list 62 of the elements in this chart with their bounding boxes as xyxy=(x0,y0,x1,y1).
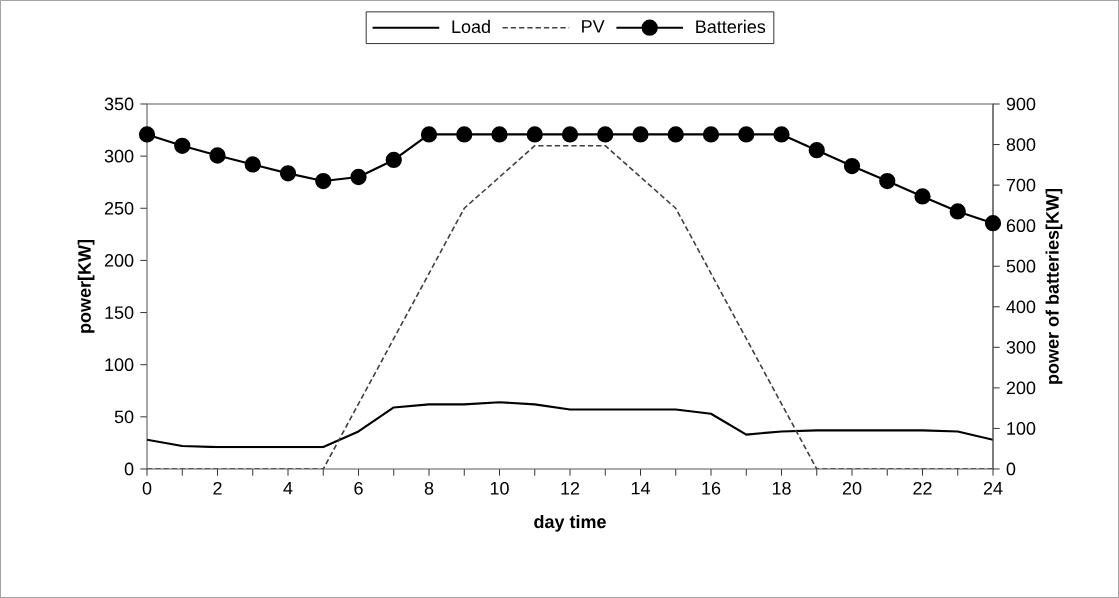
y-tick-label: 0 xyxy=(124,462,134,476)
point xyxy=(526,126,543,143)
legend-label: PV xyxy=(582,20,605,33)
y-tick-label: 50 xyxy=(114,410,134,424)
point xyxy=(773,126,790,143)
point xyxy=(456,126,473,143)
point xyxy=(879,172,896,190)
y-tick-label: 300 xyxy=(104,149,134,163)
x-tick-label: 2 xyxy=(213,481,222,495)
x-tick-label: 14 xyxy=(631,481,650,495)
point xyxy=(491,126,508,143)
y-tick-label: 200 xyxy=(104,254,134,267)
y2-tick-label: 900 xyxy=(1006,97,1036,111)
legend-label: Load xyxy=(452,19,490,34)
point xyxy=(808,142,825,159)
point xyxy=(315,172,332,190)
y2-tick-label: 300 xyxy=(1006,340,1036,354)
legend-label: Batteries xyxy=(696,19,766,34)
y2-axis-title: power of batteries[KW] xyxy=(1045,189,1063,384)
x-tick-label: 22 xyxy=(913,481,932,495)
y2-tick-label: 0 xyxy=(1006,462,1016,476)
y-tick-label: 350 xyxy=(104,97,134,111)
y-tick-label: 100 xyxy=(105,358,134,372)
point xyxy=(174,137,191,154)
point xyxy=(279,165,297,182)
y2-tick-label: 800 xyxy=(1006,138,1036,151)
x-tick-label: 4 xyxy=(283,481,293,495)
y-tick-label: 250 xyxy=(104,201,134,215)
x-tick-label: 16 xyxy=(702,481,721,495)
point xyxy=(420,126,438,143)
y2-tick-label: 400 xyxy=(1006,300,1036,314)
point xyxy=(350,168,367,186)
point xyxy=(843,157,861,175)
y2-tick-label: 600 xyxy=(1006,219,1036,233)
x-tick-label: 8 xyxy=(424,481,434,495)
x-tick-label: 18 xyxy=(772,481,791,495)
y-axis-title: power[KW] xyxy=(77,240,95,333)
x-tick-label: 12 xyxy=(561,481,580,495)
x-tick-label: 6 xyxy=(354,481,363,495)
point xyxy=(632,126,649,143)
y2-tick-label: 100 xyxy=(1007,422,1036,435)
y2-tick-label: 200 xyxy=(1006,381,1036,395)
point xyxy=(385,151,402,169)
point xyxy=(984,215,1002,232)
point xyxy=(702,126,720,143)
point xyxy=(597,126,614,143)
y2-tick-label: 500 xyxy=(1006,259,1036,273)
point xyxy=(209,147,226,164)
y-tick-label: 150 xyxy=(105,306,134,319)
point xyxy=(561,126,579,143)
x-tick-label: 24 xyxy=(983,481,1003,495)
point xyxy=(738,126,755,143)
point xyxy=(914,188,931,205)
point xyxy=(949,203,966,220)
x-tick-label: 0 xyxy=(142,481,152,495)
y2-tick-label: 700 xyxy=(1006,178,1036,192)
point xyxy=(667,126,684,143)
x-tick-label: 20 xyxy=(842,481,862,495)
x-axis-title: day time xyxy=(534,514,606,532)
point xyxy=(244,156,261,173)
point xyxy=(138,126,156,143)
x-tick-label: 10 xyxy=(490,481,509,495)
